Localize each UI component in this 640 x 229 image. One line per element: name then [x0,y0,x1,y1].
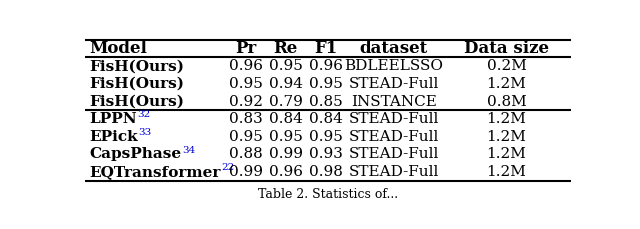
Text: STEAD-Full: STEAD-Full [349,147,439,161]
Text: 0.95: 0.95 [308,130,342,144]
Text: 32: 32 [138,110,151,119]
Text: Data size: Data size [464,40,549,57]
Text: LPPN: LPPN [89,112,136,126]
Text: Pr: Pr [236,40,257,57]
Text: 0.99: 0.99 [269,147,303,161]
Text: CapsPhase: CapsPhase [89,147,181,161]
Text: 0.96: 0.96 [229,59,263,73]
Text: 0.93: 0.93 [308,147,342,161]
Text: 1.2M: 1.2M [486,165,527,179]
Text: 0.79: 0.79 [269,95,303,109]
Text: 0.84: 0.84 [308,112,342,126]
Text: Re: Re [274,40,298,57]
Text: STEAD-Full: STEAD-Full [349,130,439,144]
Text: FisH(Ours): FisH(Ours) [89,59,184,73]
Text: EQTransformer: EQTransformer [89,165,220,179]
Text: 1.2M: 1.2M [486,147,527,161]
Text: 33: 33 [138,128,152,137]
Text: F1: F1 [314,40,337,57]
Text: 1.2M: 1.2M [486,112,527,126]
Text: 22: 22 [221,163,234,172]
Text: 0.96: 0.96 [308,59,342,73]
Text: 0.95: 0.95 [229,130,263,144]
Text: 0.99: 0.99 [229,165,263,179]
Text: 1.2M: 1.2M [486,130,527,144]
Text: 0.98: 0.98 [308,165,342,179]
Text: 0.94: 0.94 [269,77,303,91]
Text: STEAD-Full: STEAD-Full [349,77,439,91]
Text: 0.95: 0.95 [269,130,303,144]
Text: FisH(Ours): FisH(Ours) [89,77,184,91]
Text: 0.85: 0.85 [308,95,342,109]
Text: BDLEELSSO: BDLEELSSO [344,59,444,73]
Text: INSTANCE: INSTANCE [351,95,436,109]
Text: 0.95: 0.95 [308,77,342,91]
Text: 0.2M: 0.2M [486,59,527,73]
Text: STEAD-Full: STEAD-Full [349,165,439,179]
Text: 0.92: 0.92 [229,95,263,109]
Text: 0.95: 0.95 [229,77,263,91]
Text: 1.2M: 1.2M [486,77,527,91]
Text: EPick: EPick [89,130,138,144]
Text: dataset: dataset [360,40,428,57]
Text: Table 2. Statistics of...: Table 2. Statistics of... [258,188,398,202]
Text: 0.8M: 0.8M [486,95,527,109]
Text: 0.88: 0.88 [229,147,263,161]
Text: 34: 34 [182,145,195,155]
Text: Model: Model [89,40,147,57]
Text: STEAD-Full: STEAD-Full [349,112,439,126]
Text: FisH(Ours): FisH(Ours) [89,95,184,109]
Text: 0.96: 0.96 [269,165,303,179]
Text: 0.83: 0.83 [229,112,263,126]
Text: 0.95: 0.95 [269,59,303,73]
Text: 0.84: 0.84 [269,112,303,126]
